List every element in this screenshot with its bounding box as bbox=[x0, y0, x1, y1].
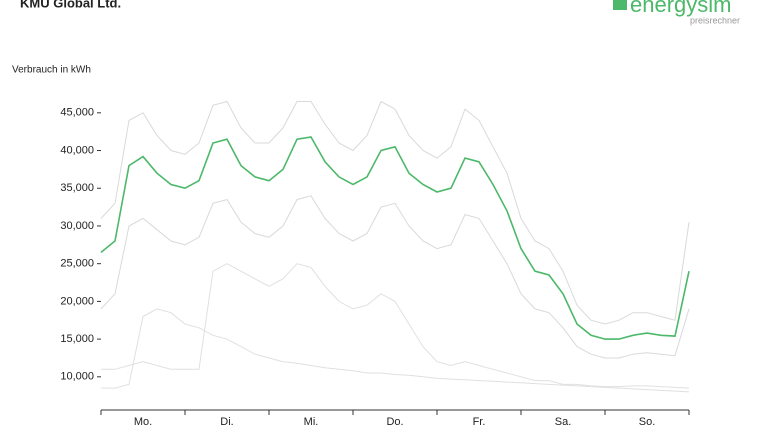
x-tick-label: Di. bbox=[220, 416, 233, 428]
line bbox=[100, 100, 690, 325]
y-tick-label: 20,000 bbox=[60, 295, 94, 307]
y-tick-label: 45,000 bbox=[60, 107, 94, 119]
y-tick-label: 10,000 bbox=[60, 371, 94, 383]
x-tick-label: Do. bbox=[386, 416, 403, 428]
x-tick-label: Sa. bbox=[555, 416, 572, 428]
logo-tagline: preisrechner bbox=[690, 15, 740, 25]
x-tick-label: Mi. bbox=[304, 416, 319, 428]
logo-name: energysim bbox=[630, 0, 731, 17]
y-tick-label: 35,000 bbox=[60, 182, 94, 194]
x-tick-label: Fr. bbox=[473, 416, 486, 428]
logo-icon bbox=[613, 0, 627, 10]
line bbox=[100, 195, 690, 359]
line bbox=[101, 263, 690, 389]
x-tick-label: Mo. bbox=[134, 416, 152, 428]
y-tick-label: 25,000 bbox=[60, 258, 94, 270]
y-tick-label: 30,000 bbox=[60, 220, 94, 232]
y-tick-label: 40,000 bbox=[60, 144, 94, 156]
line bbox=[100, 136, 690, 340]
y-tick-label: 15,000 bbox=[60, 333, 94, 345]
line bbox=[101, 308, 690, 393]
y-axis-label: Verbrauch in kWh bbox=[12, 65, 91, 76]
x-tick-label: So. bbox=[639, 416, 656, 428]
title: KMU Global Ltd. bbox=[20, 0, 121, 10]
